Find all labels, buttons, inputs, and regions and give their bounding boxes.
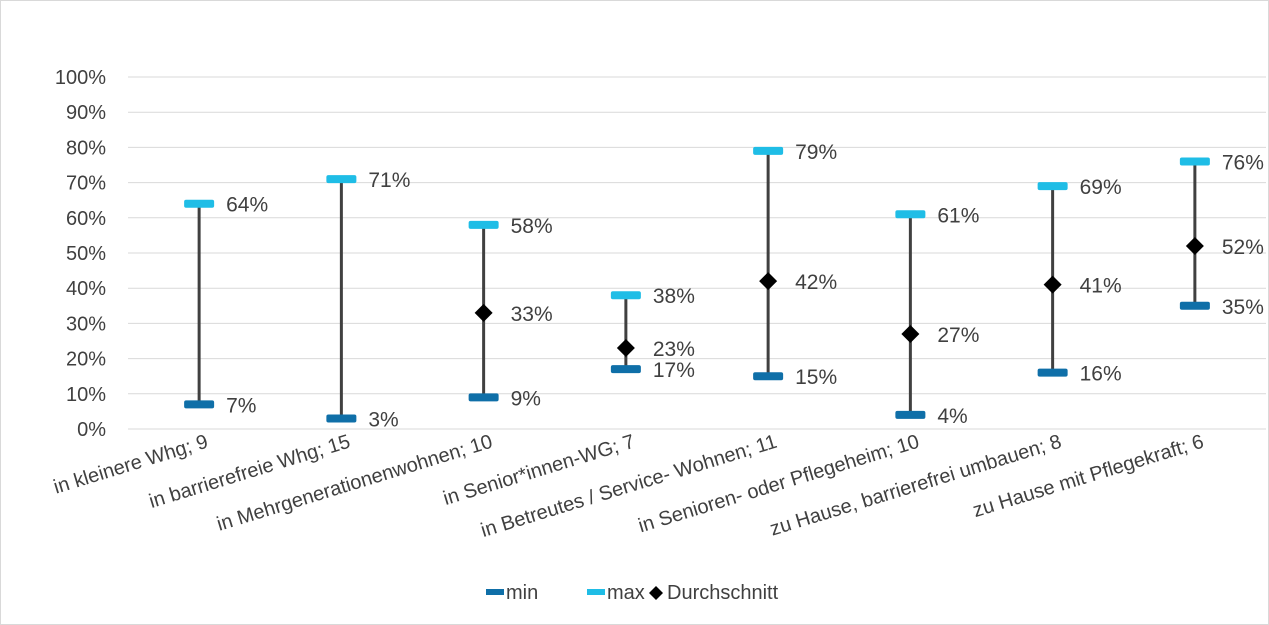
min-data-label: 15%	[795, 366, 837, 389]
max-data-label: 76%	[1222, 151, 1264, 174]
min-data-label: 3%	[368, 408, 398, 431]
min-marker	[753, 372, 784, 381]
category-label: zu Hause mit Pflegekraft; 6	[970, 431, 1206, 522]
average-marker	[1043, 275, 1062, 294]
legend-average-marker	[649, 586, 663, 600]
min-marker	[184, 400, 215, 409]
min-data-label: 35%	[1222, 296, 1264, 319]
y-tick-label: 20%	[66, 349, 106, 371]
max-data-label: 64%	[226, 194, 268, 217]
average-marker	[901, 324, 920, 343]
y-tick-label: 0%	[77, 419, 106, 441]
average-marker	[616, 339, 635, 358]
max-marker	[610, 291, 641, 300]
min-data-label: 17%	[653, 359, 695, 382]
min-data-label: 9%	[511, 387, 541, 410]
average-marker	[1185, 236, 1204, 255]
max-marker	[1037, 182, 1068, 191]
max-data-label: 58%	[511, 215, 553, 238]
min-data-label: 16%	[1080, 363, 1122, 386]
category-label: in Mehrgenerationenwohnen; 10	[214, 431, 495, 536]
min-marker	[468, 393, 499, 402]
y-tick-label: 90%	[66, 102, 106, 124]
y-tick-label: 80%	[66, 137, 106, 159]
y-tick-label: 10%	[66, 384, 106, 406]
average-data-label: 27%	[937, 324, 979, 347]
average-data-label: 41%	[1080, 275, 1122, 298]
min-data-label: 4%	[937, 405, 967, 428]
max-data-label: 71%	[368, 169, 410, 192]
average-data-label: 33%	[511, 303, 553, 326]
average-data-label: 23%	[653, 338, 695, 361]
y-tick-label: 40%	[66, 278, 106, 300]
max-data-label: 61%	[937, 204, 979, 227]
legend-max-swatch	[587, 589, 605, 595]
legend-max-label: max	[607, 582, 645, 604]
average-data-label: 42%	[795, 271, 837, 294]
min-marker	[326, 414, 357, 423]
min-data-label: 7%	[226, 394, 256, 417]
max-data-label: 79%	[795, 141, 837, 164]
average-data-label: 52%	[1222, 236, 1264, 259]
min-marker	[895, 410, 926, 419]
y-tick-label: 50%	[66, 243, 106, 265]
min-marker	[610, 365, 641, 374]
legend-min-label: min	[506, 582, 538, 604]
y-tick-label: 60%	[66, 208, 106, 230]
min-marker	[1179, 301, 1210, 310]
max-marker	[184, 199, 215, 208]
y-tick-label: 30%	[66, 313, 106, 335]
max-marker	[326, 175, 357, 184]
average-marker	[474, 303, 493, 322]
max-marker	[895, 210, 926, 219]
max-marker	[753, 146, 784, 155]
average-marker	[759, 272, 778, 291]
max-data-label: 69%	[1080, 176, 1122, 199]
min-marker	[1037, 368, 1068, 377]
max-marker	[1179, 157, 1210, 166]
y-tick-label: 100%	[55, 67, 106, 89]
legend-average-label: Durchschnitt	[667, 582, 779, 604]
y-tick-label: 70%	[66, 173, 106, 195]
max-data-label: 38%	[653, 285, 695, 308]
max-marker	[468, 220, 499, 229]
legend-min-swatch	[486, 589, 504, 595]
